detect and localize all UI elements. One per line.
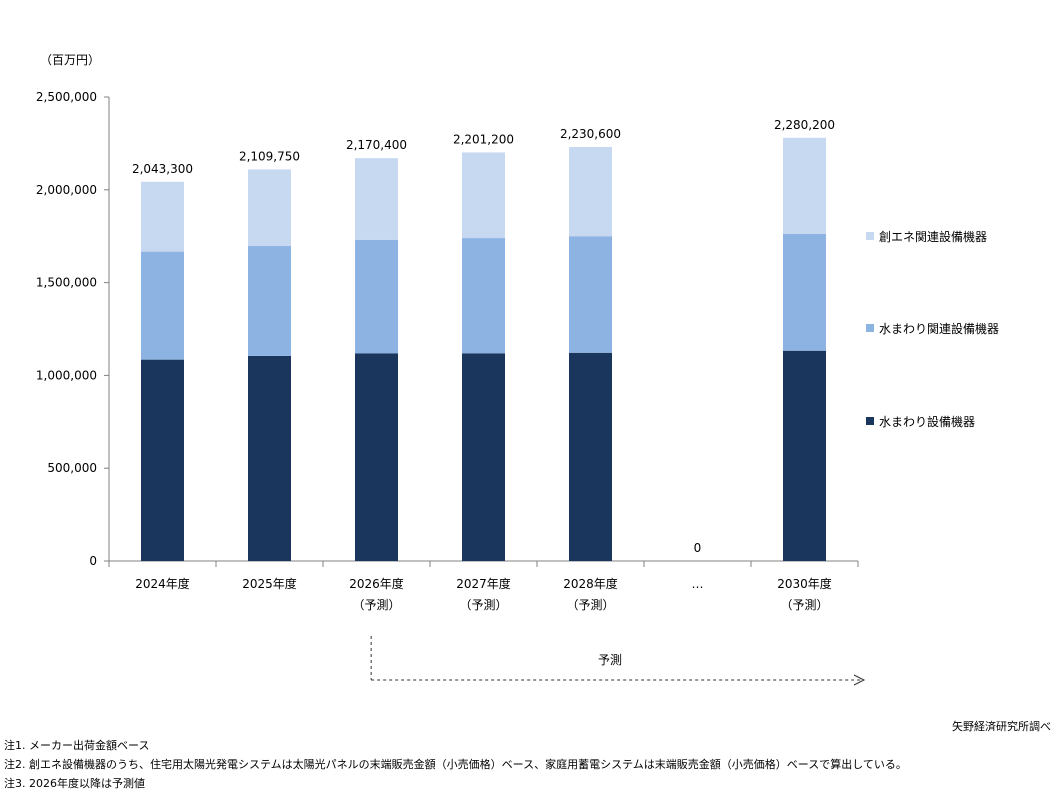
bar-segment-2 (248, 246, 291, 356)
bar-segment-3 (783, 137, 826, 234)
x-tick-label: … (692, 577, 704, 591)
bar-segment-3 (462, 152, 505, 239)
bar-segment-1 (569, 352, 612, 561)
bar-segment-1 (783, 350, 826, 561)
bar-segment-3 (569, 147, 612, 237)
x-tick-label: 2027年度 (456, 576, 511, 591)
bar-total-label: 2,201,200 (453, 132, 514, 146)
bar-segment-2 (141, 251, 184, 360)
bar-segment-2 (355, 239, 398, 354)
legend-swatch (866, 417, 874, 425)
bar-total-label: 2,109,750 (239, 149, 300, 163)
bar-segment-1 (355, 353, 398, 561)
y-tick-label: 0 (89, 554, 97, 568)
x-tick-sublabel: （予測） (780, 598, 828, 612)
x-tick-label: 2025年度 (242, 576, 297, 591)
forecast-label: 予測 (598, 653, 622, 667)
legend-label: 創エネ関連設備機器 (879, 229, 987, 244)
bar-segment-1 (141, 359, 184, 561)
note-1: 注1. メーカー出荷金額ベース (4, 739, 150, 752)
bar-total-label: 2,280,200 (774, 118, 835, 132)
x-tick-sublabel: （予測） (566, 598, 614, 612)
source-credit: 矢野経済研究所調べ (952, 720, 1051, 733)
bar-segment-2 (569, 236, 612, 353)
forecast-arrowhead (853, 674, 866, 686)
y-tick-label: 500,000 (47, 461, 97, 475)
legend-label: 水まわり関連設備機器 (879, 321, 999, 336)
x-tick-sublabel: （予測） (459, 598, 507, 612)
y-tick-label: 1,500,000 (36, 276, 97, 290)
x-tick-label: 2028年度 (563, 576, 618, 591)
bars: 2,043,300 2,109,750 2,170,400 2,201,200 2,23… (132, 118, 835, 561)
forecast-indicator: 予測 (370, 636, 866, 686)
bar-total-label: 0 (694, 541, 702, 555)
legend-label: 水まわり設備機器 (879, 414, 975, 429)
bar-total-label: 2,230,600 (560, 127, 621, 141)
bar-total-label: 2,043,300 (132, 162, 193, 176)
x-tick-sublabel: （予測） (352, 598, 400, 612)
note-2: 注2. 創エネ設備機器のうち、住宅用太陽光発電システムは太陽光パネルの末端販売金… (4, 758, 907, 771)
y-tick-label: 2,000,000 (36, 183, 97, 197)
legend-swatch (866, 232, 874, 240)
axes: 0 500,000 1,000,000 1,500,000 2,000,000 2,500… (36, 90, 859, 612)
y-tick-label: 1,000,000 (36, 368, 97, 382)
bar-segment-3 (141, 181, 184, 252)
stacked-bar-chart: （百万円） 0 500,000 1,000,000 1,500,000 2,000,00… (36, 53, 999, 686)
bar-segment-3 (355, 158, 398, 240)
y-tick-label: 2,500,000 (36, 90, 97, 104)
bar-total-label: 2,170,400 (346, 138, 407, 152)
legend-swatch (866, 324, 874, 332)
bar-segment-3 (248, 169, 291, 247)
bar-segment-2 (783, 233, 826, 351)
x-tick-label: 2024年度 (135, 576, 190, 591)
bar-segment-2 (462, 238, 505, 354)
y-unit-label: （百万円） (40, 53, 100, 67)
x-tick-label: 2026年度 (349, 576, 404, 591)
x-tick-label: 2030年度 (777, 576, 832, 591)
bar-segment-1 (248, 355, 291, 561)
bar-segment-1 (462, 353, 505, 561)
note-3: 注3. 2026年度以降は予測値 (4, 777, 145, 790)
